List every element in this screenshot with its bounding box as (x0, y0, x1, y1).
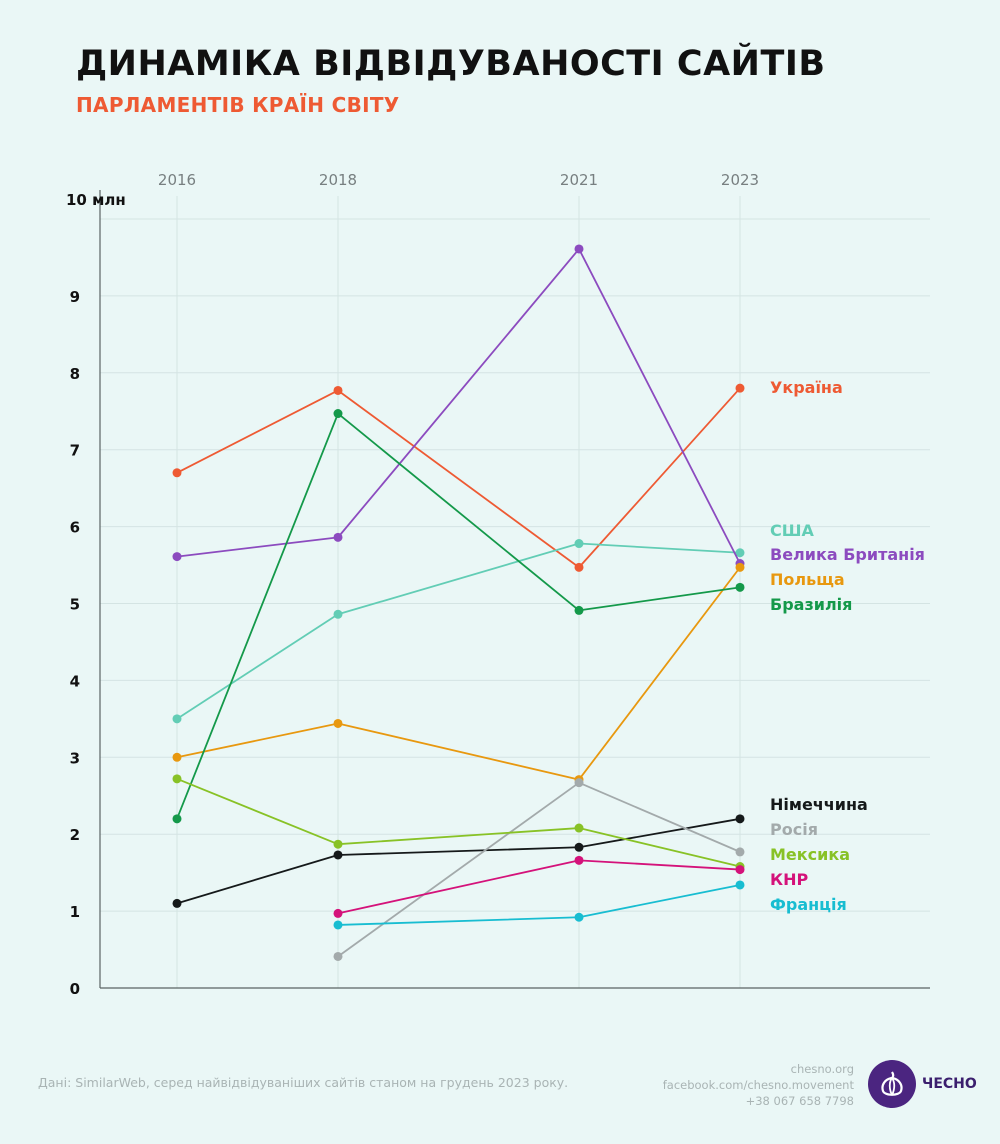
series-line-1 (176, 542, 741, 720)
y-tick-label-4: 4 (70, 672, 80, 690)
chart-title: ДИНАМІКА ВІДВІДУВАНОСТІ САЙТІВ (76, 44, 826, 84)
series-line-7 (176, 777, 741, 868)
data-point-8-2018 (333, 908, 343, 918)
series-label-7: Мексика (770, 845, 850, 864)
data-point-2-2021 (574, 244, 584, 254)
data-point-0-2016 (172, 468, 182, 478)
data-point-7-2021 (574, 823, 584, 833)
x-tick-label-2016: 2016 (158, 171, 196, 189)
data-point-3-2018 (333, 718, 343, 728)
series-label-4: Бразилія (770, 595, 852, 614)
series-label-6: Росія (770, 820, 818, 839)
data-point-9-2021 (574, 912, 584, 922)
series-line-8 (337, 859, 741, 915)
y-tick-label-1: 1 (70, 903, 80, 921)
data-point-9-2023 (735, 880, 745, 890)
series-label-9: Франція (770, 895, 847, 914)
data-point-5-2021 (574, 842, 584, 852)
data-point-4-2018 (333, 409, 343, 419)
y-tick-label-5: 5 (70, 596, 80, 614)
data-point-1-2018 (333, 609, 343, 619)
data-point-4-2021 (574, 605, 584, 615)
series-label-8: КНР (770, 870, 808, 889)
y-tick-label-6: 6 (70, 519, 80, 537)
series-line-4 (176, 412, 741, 820)
series-line-9 (337, 884, 741, 926)
x-tick-label-2023: 2023 (721, 171, 759, 189)
data-point-5-2023 (735, 814, 745, 824)
data-point-1-2016 (172, 714, 182, 724)
data-point-2-2018 (333, 532, 343, 542)
chart-subtitle: ПАРЛАМЕНТІВ КРАЇН СВІТУ (76, 93, 400, 117)
data-point-3-2016 (172, 752, 182, 762)
data-point-2-2016 (172, 552, 182, 562)
x-tick-label-2021: 2021 (560, 171, 598, 189)
y-axis-unit-label: 10 млн (66, 191, 126, 209)
data-point-9-2018 (333, 920, 343, 930)
data-point-4-2016 (172, 814, 182, 824)
data-point-4-2023 (735, 582, 745, 592)
data-point-3-2023 (735, 562, 745, 572)
series-line-2 (176, 248, 741, 564)
website-link[interactable]: chesno.org (790, 1062, 854, 1076)
line-chart: 2016 2018 2021 2023 0 1 2 3 4 5 6 7 8 9 10 млн Україна С… (66, 171, 930, 998)
series-line-0 (176, 387, 741, 569)
data-point-5-2016 (172, 898, 182, 908)
brand[interactable]: ЧЕСНО (868, 1060, 977, 1108)
data-point-7-2016 (172, 774, 182, 784)
x-tick-label-2018: 2018 (319, 171, 357, 189)
series-label-3: Польща (770, 570, 845, 589)
data-point-1-2021 (574, 539, 584, 549)
y-tick-label-0: 0 (70, 980, 80, 998)
y-tick-label-2: 2 (70, 826, 80, 844)
data-point-6-2023 (735, 847, 745, 857)
series-label-1: США (770, 521, 815, 540)
y-tick-label-8: 8 (70, 365, 80, 383)
data-point-8-2023 (735, 865, 745, 875)
phone-number: +38 067 658 7798 (745, 1094, 854, 1108)
data-point-6-2021 (574, 778, 584, 788)
y-tick-label-3: 3 (70, 749, 80, 767)
data-point-7-2018 (333, 839, 343, 849)
data-point-0-2023 (735, 383, 745, 393)
y-tick-label-9: 9 (70, 288, 80, 306)
series-label-2: Велика Британія (770, 545, 925, 564)
data-point-8-2021 (574, 855, 584, 865)
series-label-5: Німеччина (770, 795, 868, 814)
data-point-5-2018 (333, 850, 343, 860)
data-source-note: Дані: SimilarWeb, серед найвідвідуваніши… (38, 1075, 569, 1090)
facebook-link[interactable]: facebook.com/chesno.movement (662, 1078, 854, 1092)
series-label-0: Україна (770, 378, 843, 397)
series-line-3 (176, 566, 741, 781)
data-point-0-2018 (333, 385, 343, 395)
y-tick-label-7: 7 (70, 442, 80, 460)
garlic-logo-icon (868, 1060, 916, 1108)
brand-name: ЧЕСНО (922, 1076, 977, 1092)
data-point-0-2021 (574, 562, 584, 572)
series-line-5 (176, 817, 741, 905)
contacts-block: chesno.org facebook.com/chesno.movement … (663, 1061, 854, 1109)
data-point-6-2018 (333, 951, 343, 961)
data-point-1-2023 (735, 548, 745, 558)
